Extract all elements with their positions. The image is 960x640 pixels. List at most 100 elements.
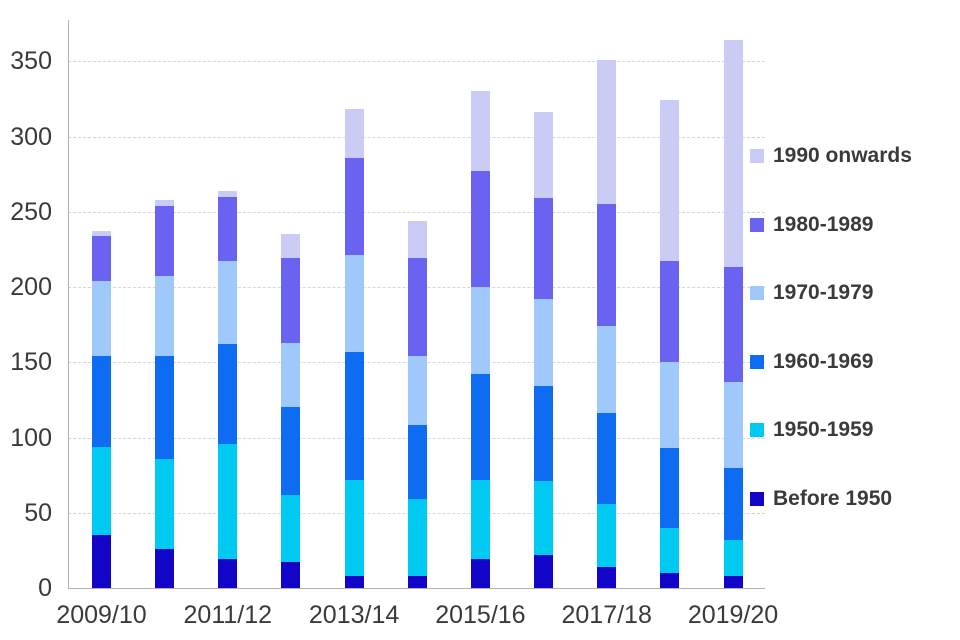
- legend-swatch: [750, 217, 764, 232]
- bar-segment: [407, 258, 427, 357]
- bar-segment: [597, 59, 617, 205]
- legend-label: 1970-1979: [773, 281, 874, 305]
- gridline: [68, 61, 765, 63]
- legend-item: 1960-1969: [750, 349, 873, 375]
- bar-segment: [155, 458, 175, 549]
- y-axis-tick-label: 300: [10, 122, 52, 151]
- bar-segment: [407, 356, 427, 426]
- bar-segment: [597, 503, 617, 567]
- y-axis-tick-label: 50: [24, 498, 52, 527]
- bar-segment: [660, 572, 680, 588]
- bar-segment: [534, 112, 554, 199]
- y-axis-line: [68, 20, 69, 588]
- bar-segment: [407, 425, 427, 500]
- bar-segment: [218, 261, 238, 345]
- bar-segment: [218, 190, 238, 197]
- bar-segment: [281, 342, 301, 408]
- legend-label: 1950-1959: [773, 418, 874, 442]
- legend-swatch: [750, 492, 764, 506]
- bar-segment: [344, 575, 364, 588]
- bar-segment: [344, 351, 364, 480]
- legend-label: 1960-1969: [773, 349, 874, 373]
- bar-segment: [92, 280, 111, 357]
- y-axis-tick-label: 350: [10, 47, 52, 76]
- x-axis-tick-label: 2013/14: [308, 601, 400, 629]
- bar-segment: [470, 479, 490, 560]
- bar-segment: [470, 91, 490, 172]
- y-axis-tick-label: 100: [10, 423, 52, 452]
- bar-segment: [660, 261, 680, 363]
- bar-segment: [344, 479, 364, 576]
- bar-segment: [660, 448, 680, 528]
- bar-segment: [723, 40, 743, 268]
- bar-segment: [660, 527, 680, 573]
- bar-segment: [723, 267, 743, 382]
- bar-segment: [281, 494, 301, 563]
- bar-segment: [281, 562, 301, 588]
- bar-segment: [155, 548, 175, 588]
- legend-item: Before 1950: [750, 486, 892, 512]
- y-axis-tick-label: 200: [10, 273, 52, 301]
- bar-segment: [155, 356, 175, 459]
- bar-segment: [597, 413, 617, 504]
- bar-segment: [723, 539, 743, 576]
- bar-segment: [470, 171, 490, 287]
- bar-segment: [218, 559, 238, 588]
- legend-label: 1980-1989: [773, 212, 874, 236]
- legend-swatch: [750, 149, 764, 163]
- x-axis-line: [68, 588, 765, 589]
- bar-segment: [344, 157, 364, 256]
- y-axis-tick-label: 250: [10, 197, 52, 226]
- bar-segment: [534, 554, 554, 588]
- bar-segment: [92, 235, 111, 281]
- bar-segment: [281, 407, 301, 495]
- bar-segment: [470, 559, 490, 588]
- bar-segment: [344, 255, 364, 352]
- legend-item: 1950-1959: [750, 417, 873, 443]
- bar-segment: [597, 566, 617, 588]
- bar-segment: [92, 356, 111, 447]
- x-axis-tick-label: 2011/12: [183, 601, 273, 629]
- bar-segment: [723, 575, 743, 588]
- x-axis-tick-label: 2019/20: [687, 601, 779, 629]
- bar-segment: [92, 535, 111, 588]
- bar-segment: [281, 234, 301, 259]
- bar-segment: [218, 443, 238, 560]
- bar-segment: [470, 374, 490, 480]
- bar-segment: [407, 220, 427, 259]
- bar-segment: [597, 326, 617, 414]
- legend-label: 1990 onwards: [773, 144, 912, 167]
- bar-segment: [218, 344, 238, 444]
- bar-segment: [597, 204, 617, 327]
- bar-segment: [470, 287, 490, 375]
- bar-segment: [155, 276, 175, 357]
- bar-segment: [660, 362, 680, 449]
- bar-segment: [155, 199, 175, 206]
- bar-segment: [407, 499, 427, 576]
- bar-segment: [407, 575, 427, 588]
- bar-segment: [534, 386, 554, 482]
- bar-segment: [92, 231, 111, 236]
- x-axis-tick-label: 2009/10: [56, 601, 147, 629]
- legend-swatch: [750, 286, 764, 301]
- bar-segment: [534, 198, 554, 300]
- bar-segment: [534, 299, 554, 387]
- legend-item: 1990 onwards: [750, 143, 912, 169]
- bar-segment: [344, 109, 364, 158]
- bar-segment: [155, 205, 175, 277]
- bar-segment: [723, 381, 743, 468]
- bar-segment: [218, 196, 238, 262]
- y-axis-tick-label: 0: [38, 574, 52, 602]
- bar-segment: [92, 446, 111, 536]
- bar-segment: [723, 467, 743, 540]
- bar-segment: [281, 258, 301, 343]
- legend-label: Before 1950: [773, 487, 893, 510]
- bar-segment: [534, 481, 554, 555]
- legend-item: 1970-1979: [750, 280, 873, 306]
- x-axis-tick-label: 2017/18: [561, 601, 652, 629]
- y-axis-tick-label: 150: [10, 348, 52, 377]
- gridline: [68, 211, 765, 213]
- bar-segment: [660, 100, 680, 262]
- legend-swatch: [750, 354, 764, 369]
